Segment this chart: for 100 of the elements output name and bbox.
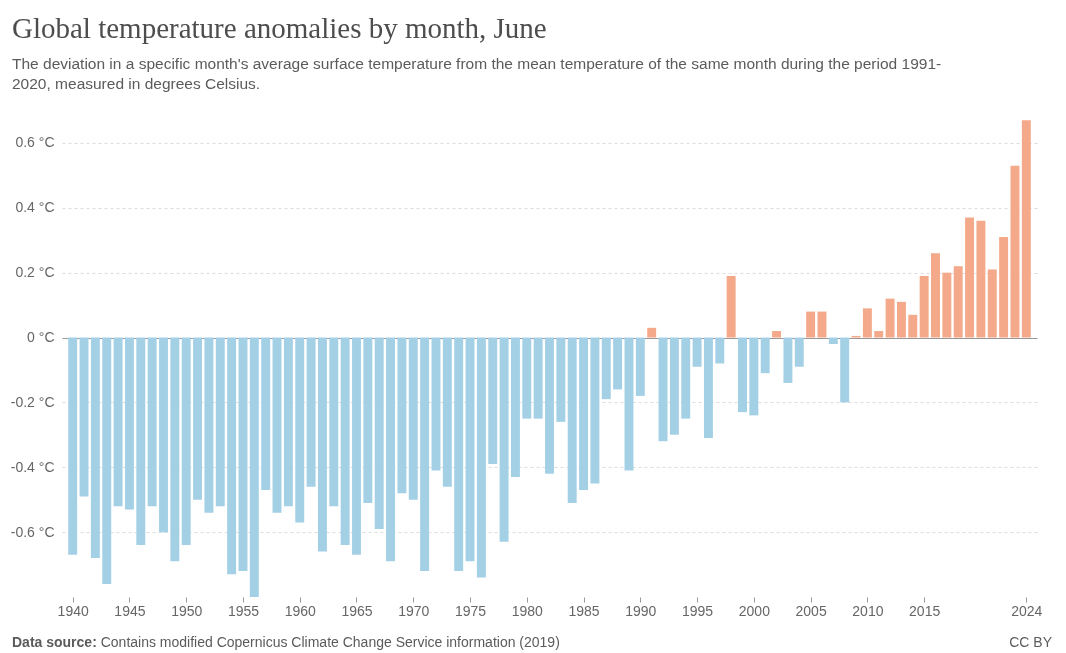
x-tick-label: 2000 bbox=[738, 602, 771, 619]
bar bbox=[90, 337, 100, 559]
bar bbox=[953, 266, 963, 338]
bar bbox=[306, 337, 316, 487]
bar bbox=[147, 337, 157, 507]
bar bbox=[329, 337, 339, 507]
bar bbox=[703, 337, 713, 439]
bar bbox=[999, 237, 1009, 338]
y-tick-label: -0.6 °C bbox=[10, 523, 55, 540]
bar bbox=[783, 337, 793, 383]
x-tick-label: 1955 bbox=[227, 602, 260, 619]
bar bbox=[556, 337, 566, 422]
x-tick-label: 1960 bbox=[284, 602, 317, 619]
bar bbox=[352, 337, 361, 555]
bar bbox=[317, 337, 327, 552]
y-tick-label: 0 °C bbox=[27, 329, 55, 346]
bar bbox=[431, 337, 441, 471]
bar bbox=[840, 337, 850, 403]
x-tick-label: 1985 bbox=[568, 602, 600, 619]
bar bbox=[363, 337, 373, 503]
bar bbox=[102, 337, 112, 585]
bar bbox=[159, 337, 168, 533]
x-tick-label: 1980 bbox=[511, 602, 544, 619]
bar bbox=[476, 337, 486, 578]
y-tick-label: 0.4 °C bbox=[15, 199, 55, 216]
bar bbox=[885, 298, 895, 338]
chart-subtitle: The deviation in a specific month's average surface temperature from the mean temperature of the same month during the period 1991-2020, measured in degrees Celsius. bbox=[12, 54, 942, 94]
x-tick-label: 1995 bbox=[682, 602, 714, 619]
bar bbox=[828, 337, 838, 345]
bar bbox=[488, 337, 498, 465]
bar bbox=[669, 337, 679, 435]
x-tick-label: 1940 bbox=[57, 602, 89, 619]
bar bbox=[862, 308, 872, 338]
y-tick-label: 0.2 °C bbox=[15, 264, 55, 281]
bar bbox=[181, 337, 191, 546]
bar bbox=[601, 337, 611, 400]
bar bbox=[931, 253, 940, 338]
bar bbox=[408, 337, 418, 500]
bar bbox=[760, 337, 770, 374]
bar bbox=[465, 337, 475, 562]
bar bbox=[647, 327, 657, 338]
bar bbox=[590, 337, 600, 484]
bar bbox=[613, 337, 623, 390]
bar bbox=[249, 337, 259, 597]
bar bbox=[68, 337, 78, 555]
bar bbox=[579, 337, 589, 490]
bar bbox=[136, 337, 146, 546]
bar bbox=[896, 301, 906, 338]
bar bbox=[942, 272, 952, 338]
bar bbox=[215, 337, 225, 507]
source-note: Data source: Contains modified Copernicus Climate Change Service information (2019) bbox=[12, 634, 560, 650]
x-tick-label: 1970 bbox=[398, 602, 430, 619]
bar bbox=[817, 311, 827, 338]
bar bbox=[454, 337, 464, 572]
bar bbox=[965, 217, 975, 338]
y-tick-label: -0.4 °C bbox=[10, 458, 55, 475]
bar bbox=[238, 337, 248, 572]
y-tick-label: -0.2 °C bbox=[10, 393, 55, 410]
bar bbox=[874, 331, 884, 338]
y-tick-label: 0.6 °C bbox=[15, 134, 55, 151]
bar bbox=[976, 220, 986, 338]
bar bbox=[386, 337, 396, 562]
bar bbox=[113, 337, 123, 507]
bar bbox=[635, 337, 645, 396]
x-tick-label: 1990 bbox=[625, 602, 657, 619]
bar bbox=[658, 337, 668, 442]
bar bbox=[681, 337, 691, 419]
bar bbox=[170, 337, 180, 562]
bar bbox=[420, 337, 430, 572]
bar bbox=[522, 337, 532, 419]
bar bbox=[124, 337, 134, 510]
bar bbox=[79, 337, 89, 497]
bar bbox=[738, 337, 747, 413]
bar bbox=[397, 337, 407, 494]
bar bbox=[772, 331, 782, 338]
x-tick-label: 1945 bbox=[114, 602, 146, 619]
bar bbox=[261, 337, 271, 490]
bar bbox=[442, 337, 452, 487]
bar bbox=[908, 314, 918, 338]
x-tick-label: 2005 bbox=[795, 602, 827, 619]
bar bbox=[193, 337, 203, 500]
chart-title: Global temperature anomalies by month, June bbox=[12, 12, 547, 45]
bar bbox=[499, 337, 509, 542]
bar bbox=[545, 337, 554, 474]
x-tick-label: 2010 bbox=[852, 602, 884, 619]
x-tick-label: 1950 bbox=[171, 602, 203, 619]
bar bbox=[715, 337, 725, 364]
bar bbox=[726, 275, 736, 338]
bar bbox=[919, 275, 929, 338]
bar bbox=[1021, 120, 1031, 338]
bar bbox=[272, 337, 282, 513]
bar bbox=[283, 337, 293, 507]
x-tick-label: 2024 bbox=[1011, 602, 1043, 619]
bar bbox=[624, 337, 634, 471]
bar bbox=[1010, 165, 1020, 338]
bar bbox=[340, 337, 350, 546]
bar bbox=[749, 337, 759, 416]
bar bbox=[374, 337, 384, 529]
bar bbox=[204, 337, 214, 513]
bar bbox=[987, 269, 997, 338]
